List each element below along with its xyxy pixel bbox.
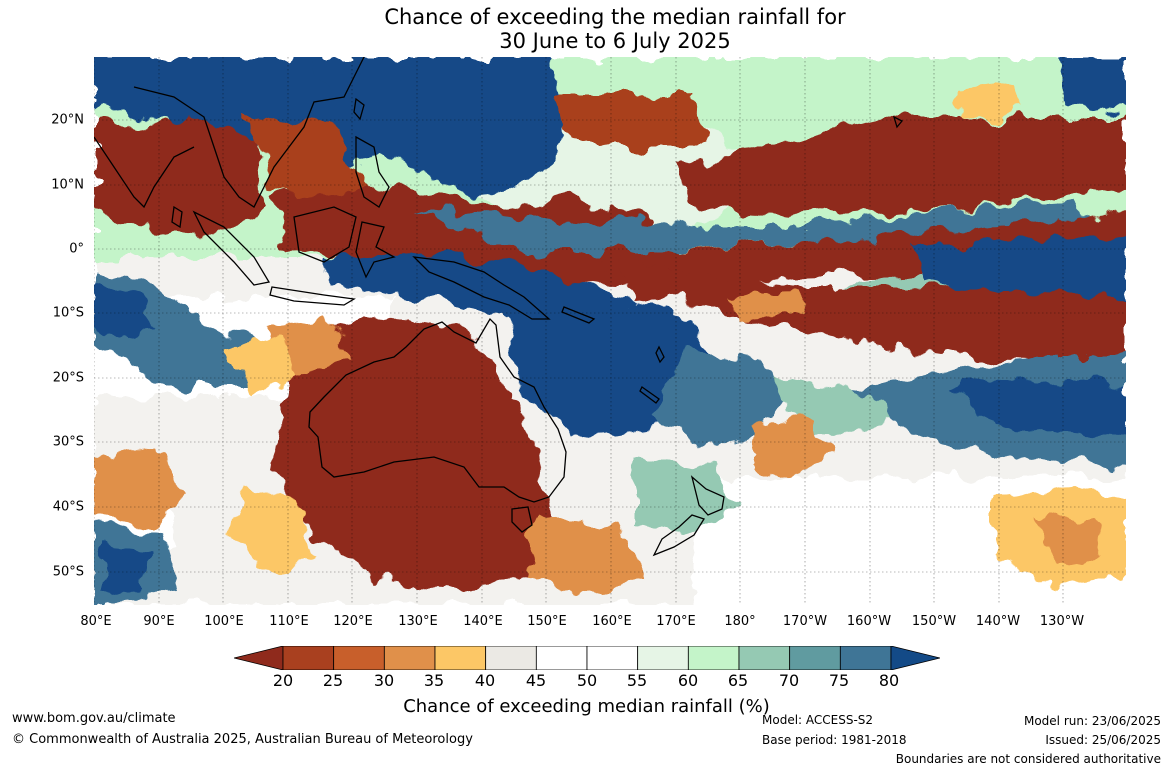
longitude-label-90e: 90°E [143, 614, 175, 629]
boundaries-disclaimer: Boundaries are not considered authoritat… [895, 752, 1161, 766]
hawaii-coastline [892, 115, 904, 129]
colorbar-tick-40: 40 [474, 671, 496, 690]
map-title-line1: Chance of exceeding the median rainfall … [384, 5, 846, 29]
taiwan-coastline [353, 97, 365, 121]
se-asia-coastline [133, 57, 365, 208]
new-caledonia-coastline [639, 386, 660, 404]
new-zealand-south-island [652, 514, 705, 557]
colorbar-tick-50: 50 [576, 671, 598, 690]
colorbar-extend-low [234, 646, 284, 670]
colorbar-segment [333, 646, 385, 670]
issued-date: Issued: 25/06/2025 [1045, 733, 1161, 747]
longitude-label-150e: 150°E [527, 614, 567, 629]
vanuatu-coastline [655, 345, 665, 364]
colorbar-segment [434, 646, 487, 670]
longitude-label-170w: 170°W [782, 614, 828, 629]
rainfall-probability-map [94, 57, 1126, 605]
colorbar-label-text: Chance of exceeding median rainfall (%) [403, 696, 770, 717]
tasmania-coastline [511, 506, 533, 533]
borneo-coastline [293, 206, 357, 263]
colorbar-segment [485, 646, 537, 670]
longitude-label-140e: 140°E [463, 614, 503, 629]
latitude-label-50s: 50°S [52, 564, 84, 580]
website-link[interactable]: www.bom.gov.au/climate [12, 711, 176, 726]
probability-field [94, 57, 1126, 605]
longitude-label-140w: 140°W [975, 614, 1021, 629]
solomon-islands-coastline [561, 306, 596, 324]
latitude-label-10s: 10°S [52, 305, 84, 321]
latitude-label-20n: 20°N [51, 112, 84, 128]
longitude-label-130e: 130°E [398, 614, 438, 629]
colorbar [234, 646, 940, 670]
sulawesi-coastline [355, 221, 396, 279]
map-gridlines [94, 57, 1126, 605]
model-run-date: Model run: 23/06/2025 [1023, 714, 1161, 728]
colorbar-segment [687, 646, 740, 670]
latitude-label-40s: 40°S [52, 499, 84, 515]
colorbar-segment [637, 646, 689, 670]
colorbar-tick-20: 20 [272, 671, 294, 690]
sri-lanka-coastline [171, 205, 183, 229]
philippines-coastline [355, 135, 390, 208]
longitude-label-120e: 120°E [333, 614, 373, 629]
longitude-label-160e: 160°E [592, 614, 632, 629]
latitude-label-10n: 10°N [51, 177, 84, 193]
map-title-line2: 30 June to 6 July 2025 [499, 29, 731, 53]
longitude-label-160w: 160°W [846, 614, 892, 629]
model-name: Model: ACCESS-S2 [762, 713, 874, 727]
colorbar-tick-30: 30 [373, 671, 395, 690]
java-coastline [269, 286, 356, 306]
longitude-label-180: 180° [724, 614, 756, 629]
longitude-label-130w: 130°W [1039, 614, 1085, 629]
colorbar-tick-70: 70 [778, 671, 800, 690]
australia-coastline [308, 317, 567, 503]
colorbar-tick-75: 75 [828, 671, 850, 690]
copyright-notice: © Commonwealth of Australia 2025, Austra… [12, 732, 473, 747]
colorbar-tick-55: 55 [626, 671, 648, 690]
colorbar-label: Chance of exceeding median rainfall (%) [0, 696, 1173, 717]
colorbar-segment [586, 646, 639, 670]
longitude-label-80e: 80°E [80, 614, 112, 629]
colorbar-segment [383, 646, 436, 670]
colorbar-segment [282, 646, 335, 670]
colorbar-tick-65: 65 [727, 671, 749, 690]
base-period: Base period: 1981-2018 [762, 733, 907, 747]
colorbar-tick-60: 60 [677, 671, 699, 690]
colorbar-segment [738, 646, 791, 670]
longitude-label-170e: 170°E [656, 614, 696, 629]
colorbar-tick-80: 80 [878, 671, 900, 690]
colorbar-segment [839, 646, 892, 670]
latitude-label-30s: 30°S [52, 434, 84, 450]
new-zealand-north-island [690, 475, 725, 516]
colorbar-tick-25: 25 [322, 671, 344, 690]
sumatra-coastline [192, 210, 271, 286]
longitude-label-100e: 100°E [204, 614, 244, 629]
longitude-label-110e: 110°E [269, 614, 309, 629]
india-coastline [94, 136, 195, 209]
colorbar-tick-45: 45 [525, 671, 547, 690]
colorbar-tick-35: 35 [423, 671, 445, 690]
colorbar-extend-high [890, 646, 940, 670]
coastlines [94, 57, 904, 557]
latitude-label-equator: 0° [69, 241, 84, 257]
longitude-label-150w: 150°W [911, 614, 957, 629]
colorbar-segment [535, 646, 588, 670]
latitude-label-20s: 20°S [52, 370, 84, 386]
new-guinea-coastline [412, 256, 551, 320]
colorbar-segment [789, 646, 841, 670]
